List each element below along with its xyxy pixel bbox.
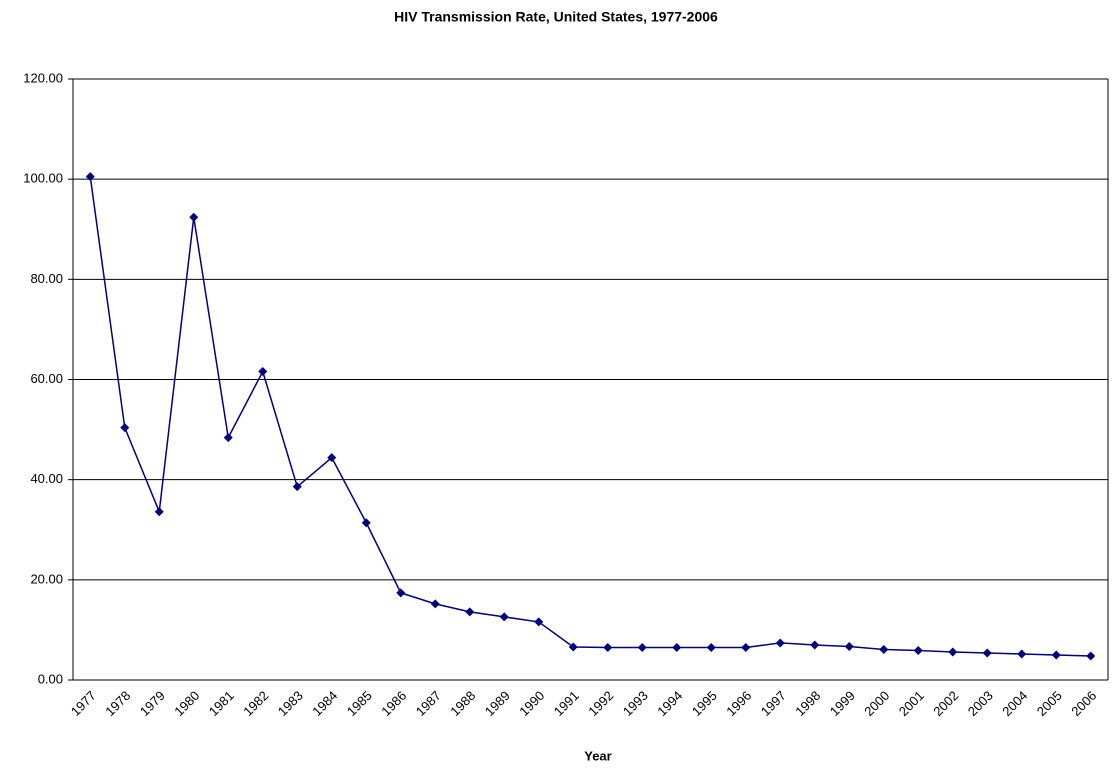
x-tick-label: 1989 [482, 688, 513, 719]
x-tick-label: 1987 [413, 688, 444, 719]
x-tick-label: 1997 [758, 688, 789, 719]
x-tick-label: 1983 [275, 688, 306, 719]
x-tick-label: 1984 [309, 688, 340, 719]
x-tick-label: 1981 [206, 688, 237, 719]
data-point [948, 647, 958, 657]
data-point [534, 617, 544, 627]
data-point [258, 366, 268, 376]
data-point [292, 482, 302, 492]
data-point [810, 640, 820, 650]
x-tick-label: 1978 [102, 688, 133, 719]
data-point [775, 638, 785, 648]
x-tick-label: 1979 [137, 688, 168, 719]
y-tick-label: 40.00 [30, 471, 63, 486]
data-point [982, 648, 992, 658]
data-point [361, 518, 371, 528]
x-tick-label: 1994 [654, 688, 685, 719]
x-tick-label: 1982 [240, 688, 271, 719]
data-point [1017, 649, 1027, 659]
data-point [568, 642, 578, 652]
y-tick-label: 0.00 [38, 671, 63, 686]
x-tick-label: 1995 [689, 688, 720, 719]
data-point [465, 607, 475, 617]
x-tick-label: 2000 [861, 688, 892, 719]
y-tick-label: 20.00 [30, 571, 63, 586]
data-point [327, 453, 337, 463]
y-tick-label: 80.00 [30, 271, 63, 286]
y-tick-label: 60.00 [30, 371, 63, 386]
x-tick-label: 1998 [792, 688, 823, 719]
x-tick-label: 2001 [896, 688, 927, 719]
data-point [189, 212, 199, 222]
x-tick-label: 2002 [930, 688, 961, 719]
x-tick-label: 1985 [344, 688, 375, 719]
data-point [879, 644, 889, 654]
data-point [672, 642, 682, 652]
data-point [223, 433, 233, 443]
x-tick-label: 1999 [827, 688, 858, 719]
y-tick-label: 100.00 [23, 171, 63, 186]
x-tick-label: 1990 [516, 688, 547, 719]
x-tick-label: 1980 [171, 688, 202, 719]
data-point [844, 641, 854, 651]
data-point [1051, 650, 1061, 660]
y-tick-label: 120.00 [23, 70, 63, 85]
data-point [85, 172, 95, 182]
data-point [741, 642, 751, 652]
data-point [430, 599, 440, 609]
data-point [396, 588, 406, 598]
data-point [154, 507, 164, 517]
x-tick-label: 2006 [1068, 688, 1099, 719]
x-tick-label: 1993 [620, 688, 651, 719]
data-point [913, 645, 923, 655]
x-tick-label: 2004 [999, 688, 1030, 719]
series-line [89, 176, 1091, 657]
data-point [637, 642, 647, 652]
data-point [706, 642, 716, 652]
x-tick-label: 1986 [378, 688, 409, 719]
x-axis-title: Year [584, 748, 611, 763]
x-tick-label: 1992 [585, 688, 616, 719]
x-tick-label: 1977 [68, 688, 99, 719]
x-tick-label: 1988 [447, 688, 478, 719]
data-point [603, 642, 613, 652]
x-tick-label: 1996 [723, 688, 754, 719]
data-point [120, 423, 130, 433]
data-point [1086, 651, 1096, 661]
chart-title: HIV Transmission Rate, United States, 19… [394, 9, 718, 25]
x-tick-label: 2005 [1034, 688, 1065, 719]
x-tick-label: 2003 [965, 688, 996, 719]
data-point [499, 612, 509, 622]
x-tick-label: 1991 [551, 688, 582, 719]
